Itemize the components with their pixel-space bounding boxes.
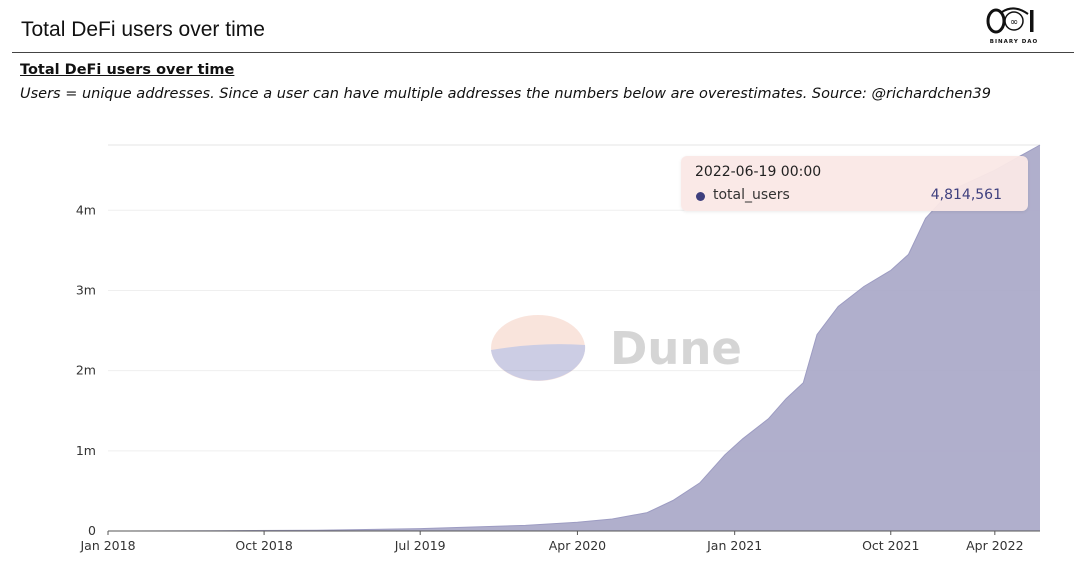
series-dot-icon (696, 192, 705, 201)
series-area-total-users (108, 145, 1040, 531)
logo-text: BINARY DAO (989, 39, 1039, 45)
x-tick-label: Oct 2021 (862, 538, 919, 553)
y-tick-label: 0 (88, 523, 96, 538)
chart-title: Total DeFi users over time (20, 62, 235, 78)
dune-watermark-text: Dune (610, 322, 742, 375)
chart-subtitle: Users = unique addresses. Since a user c… (20, 86, 991, 102)
dune-logo-icon (491, 315, 585, 381)
x-tick-label: Jul 2019 (394, 538, 446, 553)
tooltip-series-name: total_users (713, 187, 790, 203)
header-divider (12, 52, 1074, 53)
dune-watermark: Dune (491, 315, 742, 381)
series-line-total-users (107, 144, 1041, 532)
binary-dao-logo: ∞ BINARY DAO (978, 6, 1050, 48)
dune-logo-lower-icon (491, 344, 586, 381)
y-tick-label: 2m (76, 363, 96, 378)
x-tick-label: Oct 2018 (235, 538, 292, 553)
x-tick-label: Jan 2018 (79, 538, 135, 553)
x-tick-label: Jan 2021 (706, 538, 762, 553)
y-tick-label: 1m (76, 443, 96, 458)
tooltip-date: 2022-06-19 00:00 (695, 164, 822, 180)
x-tick-label: Apr 2020 (549, 538, 606, 553)
data-tooltip: 2022-06-19 00:00 total_users 4,814,561 (681, 156, 1028, 211)
y-tick-label: 4m (76, 202, 96, 217)
x-tick-label: Apr 2022 (966, 538, 1023, 553)
x-axis-ticks: Jan 2018 Oct 2018 Jul 2019 Apr 2020 Jan 2021… (79, 531, 1024, 553)
y-tick-label: 3m (76, 282, 96, 297)
svg-text:∞: ∞ (1010, 17, 1018, 28)
y-axis-ticks: 0 1m 2m 3m 4m (76, 202, 96, 538)
slide-title: Total DeFi users over time (21, 18, 265, 41)
tooltip-value: 4,814,561 (930, 187, 1002, 203)
